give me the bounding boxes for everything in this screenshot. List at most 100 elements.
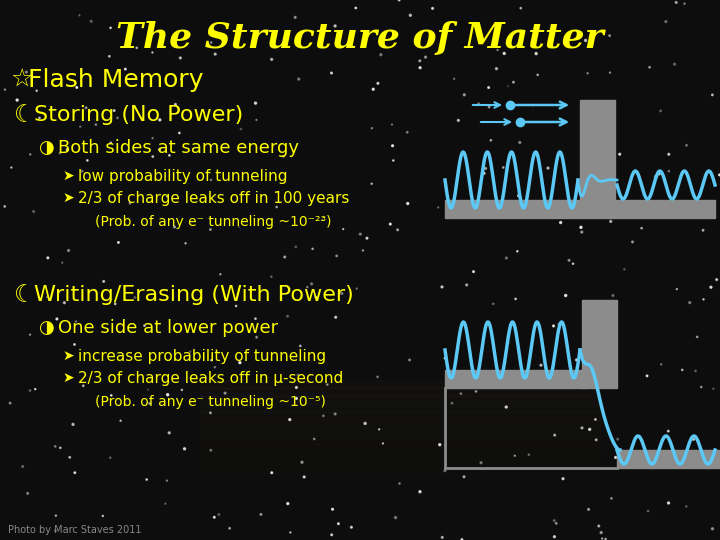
Point xyxy=(437,28,449,36)
Point xyxy=(528,101,539,110)
Point xyxy=(478,169,490,178)
Point xyxy=(4,399,16,407)
Point xyxy=(266,272,277,281)
Point xyxy=(30,385,41,394)
Point xyxy=(174,129,185,137)
Point xyxy=(698,295,709,303)
Point xyxy=(691,333,703,341)
Point xyxy=(62,145,73,154)
Point xyxy=(587,306,598,314)
Point xyxy=(473,99,485,108)
Point xyxy=(374,425,385,434)
Point xyxy=(21,68,32,76)
Point xyxy=(580,36,591,45)
Point xyxy=(642,372,653,380)
Point xyxy=(50,511,62,520)
Point xyxy=(294,342,306,350)
Point xyxy=(531,49,542,58)
Point xyxy=(372,79,384,87)
Point xyxy=(555,218,567,227)
Point xyxy=(576,423,588,432)
Point xyxy=(514,138,526,147)
Point xyxy=(206,356,217,364)
Point xyxy=(575,223,587,232)
Point xyxy=(28,207,40,216)
Point xyxy=(296,458,307,467)
Bar xyxy=(200,484,600,492)
Point xyxy=(310,293,322,301)
Point xyxy=(593,522,605,530)
Point xyxy=(250,99,261,107)
Point xyxy=(446,399,458,407)
Point xyxy=(714,171,720,179)
Point xyxy=(439,467,451,475)
Point xyxy=(90,120,102,129)
Point xyxy=(707,524,719,533)
Point xyxy=(284,528,296,537)
Point xyxy=(372,373,383,381)
Text: (Prob. of any e⁻ tunneling ~10⁻²³): (Prob. of any e⁻ tunneling ~10⁻²³) xyxy=(95,215,331,229)
Point xyxy=(624,208,636,217)
Point xyxy=(0,202,11,211)
Point xyxy=(179,444,190,453)
Point xyxy=(67,420,78,429)
Point xyxy=(649,172,661,181)
Point xyxy=(68,340,80,349)
Point xyxy=(706,91,718,99)
Point xyxy=(147,152,158,161)
Point xyxy=(387,141,398,150)
Point xyxy=(154,145,166,154)
Point xyxy=(689,205,701,213)
Point xyxy=(161,476,173,485)
Point xyxy=(325,69,337,77)
Point xyxy=(563,256,575,265)
Point xyxy=(86,17,97,25)
Point xyxy=(644,63,655,72)
Point xyxy=(24,150,36,159)
Point xyxy=(331,252,343,260)
Point xyxy=(233,222,245,231)
Point xyxy=(595,528,607,537)
Point xyxy=(449,75,460,83)
Point xyxy=(705,283,716,292)
Point xyxy=(494,199,505,208)
Point xyxy=(357,246,369,255)
Point xyxy=(51,315,63,323)
Point xyxy=(483,103,495,111)
Text: ◑: ◑ xyxy=(38,319,54,337)
Point xyxy=(516,210,527,219)
Point xyxy=(330,410,341,418)
Bar xyxy=(200,444,600,452)
Point xyxy=(604,68,616,77)
Point xyxy=(498,49,510,58)
Point xyxy=(549,431,560,440)
Point xyxy=(553,320,564,328)
Point xyxy=(81,156,93,165)
Point xyxy=(6,163,17,172)
Point xyxy=(614,150,626,159)
Point xyxy=(12,96,23,104)
Point xyxy=(414,488,426,496)
Point xyxy=(367,85,379,93)
Point xyxy=(317,215,328,224)
Point xyxy=(455,389,467,398)
Point xyxy=(54,149,66,158)
Point xyxy=(662,427,674,435)
Point xyxy=(293,75,305,83)
Point xyxy=(109,106,120,115)
Bar xyxy=(200,420,600,428)
Point xyxy=(405,11,416,19)
Point xyxy=(125,199,136,207)
Text: low probability of tunneling: low probability of tunneling xyxy=(78,168,287,184)
Point xyxy=(414,63,426,72)
Point xyxy=(636,224,647,233)
Point xyxy=(513,191,524,200)
Point xyxy=(590,415,601,424)
Point xyxy=(69,468,81,477)
Point xyxy=(576,228,588,237)
Text: Both sides at same energy: Both sides at same energy xyxy=(58,139,299,157)
Point xyxy=(170,100,181,109)
Point xyxy=(500,403,512,411)
Point xyxy=(22,489,33,498)
Point xyxy=(361,234,373,242)
